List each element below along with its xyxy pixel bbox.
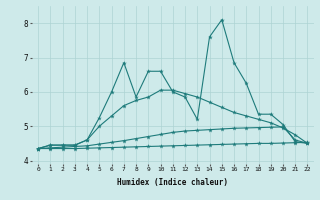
X-axis label: Humidex (Indice chaleur): Humidex (Indice chaleur) <box>117 178 228 187</box>
